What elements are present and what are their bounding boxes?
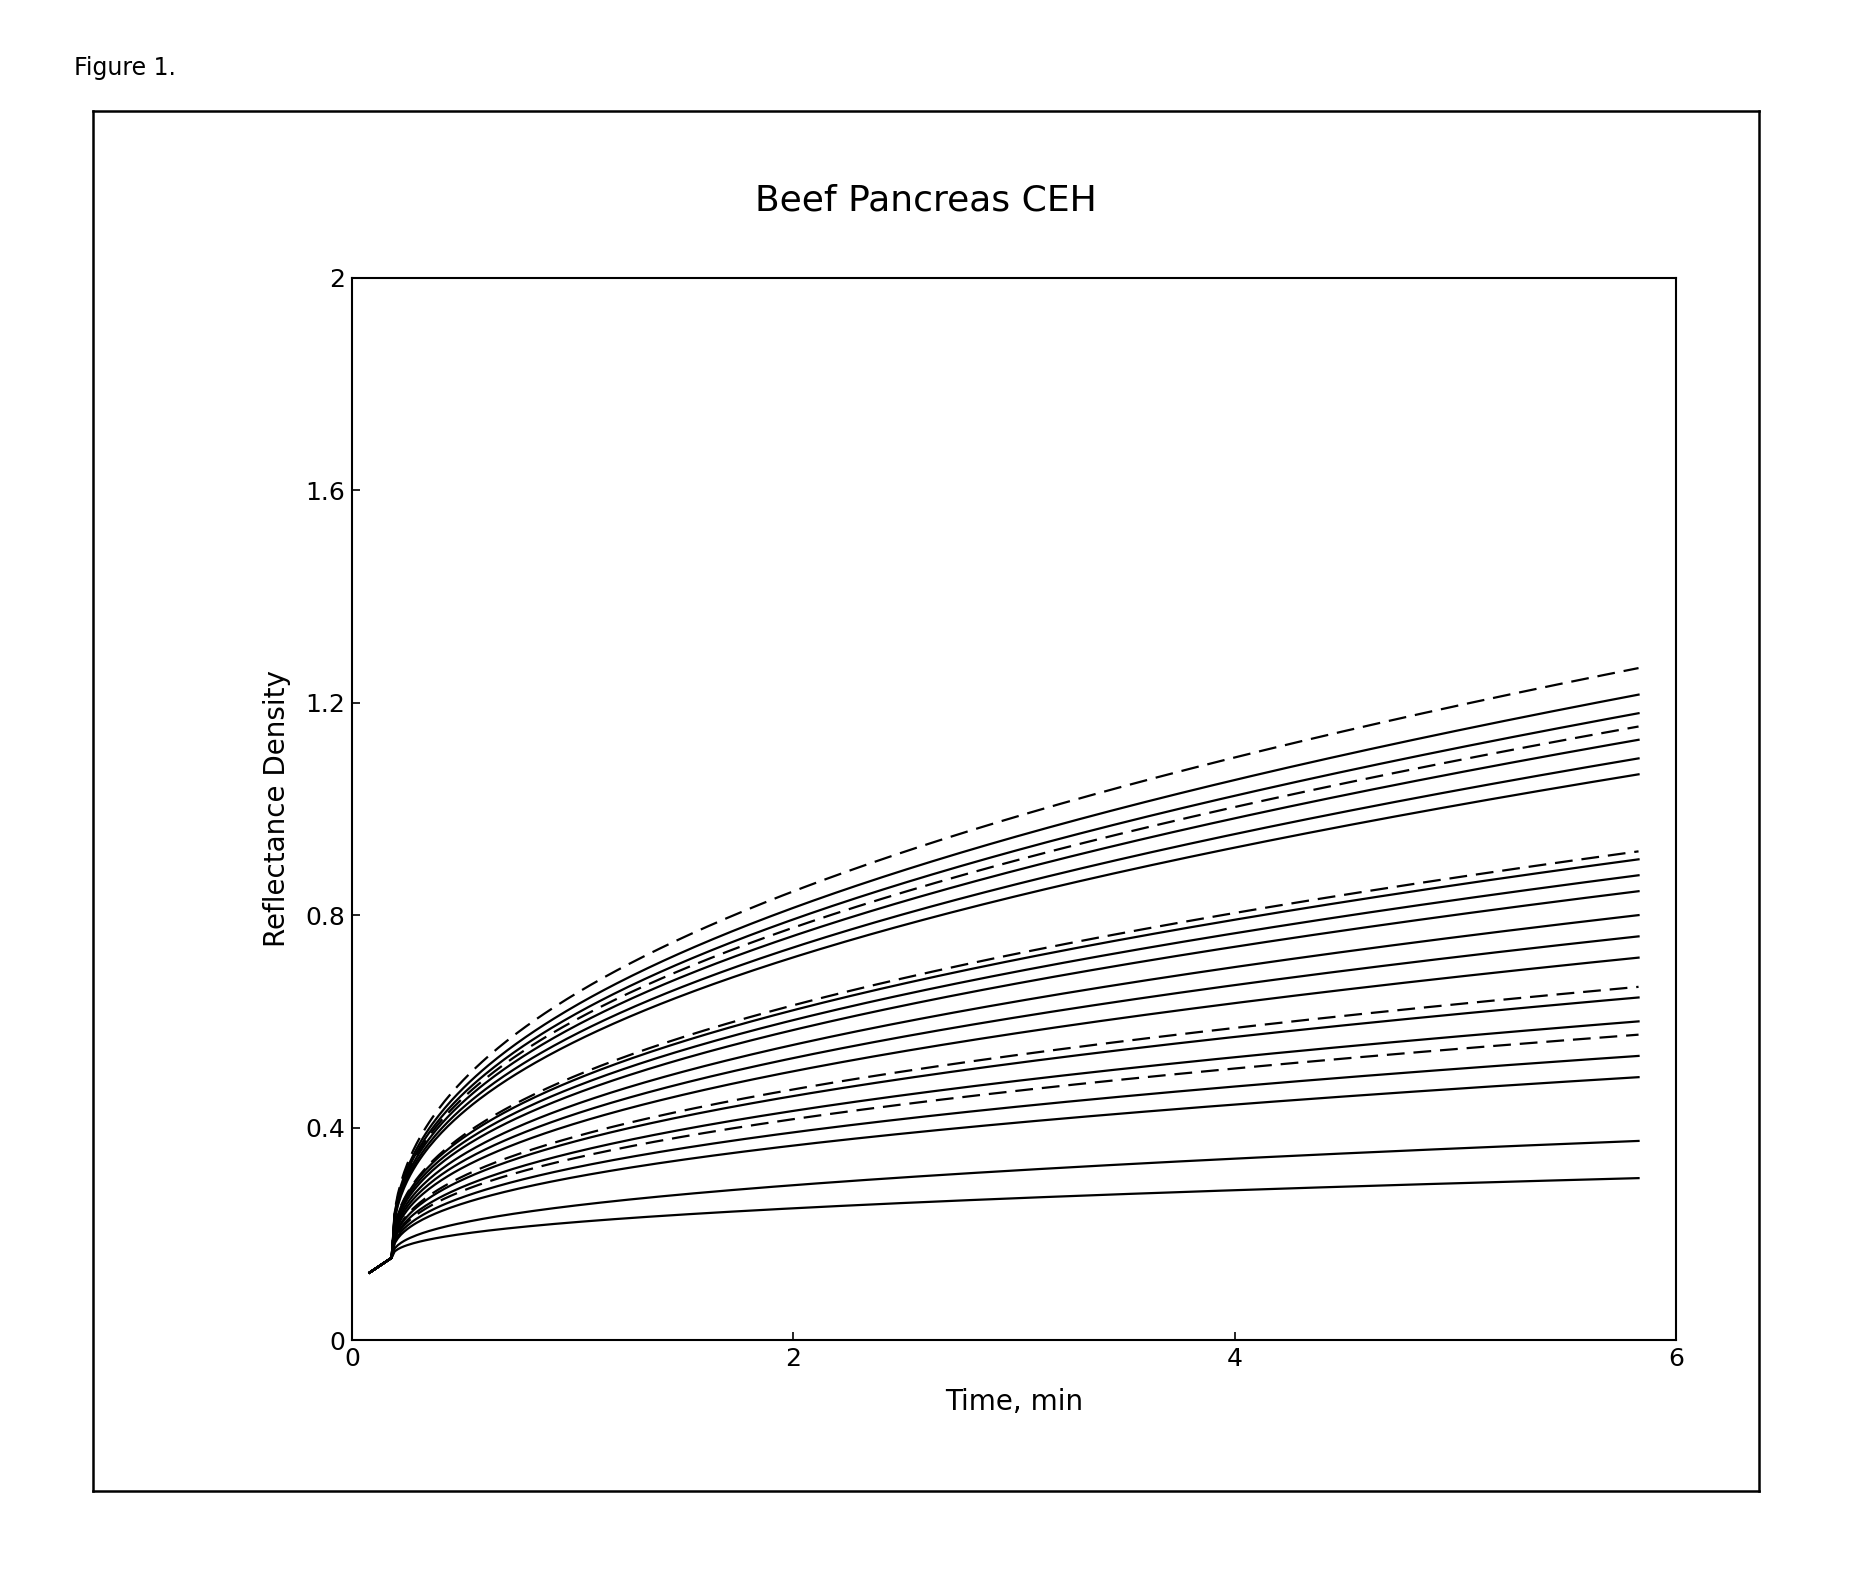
Text: Figure 1.: Figure 1. (74, 56, 176, 79)
Text: Beef Pancreas CEH: Beef Pancreas CEH (756, 184, 1096, 217)
Y-axis label: Reflectance Density: Reflectance Density (263, 671, 291, 947)
X-axis label: Time, min: Time, min (945, 1388, 1083, 1416)
